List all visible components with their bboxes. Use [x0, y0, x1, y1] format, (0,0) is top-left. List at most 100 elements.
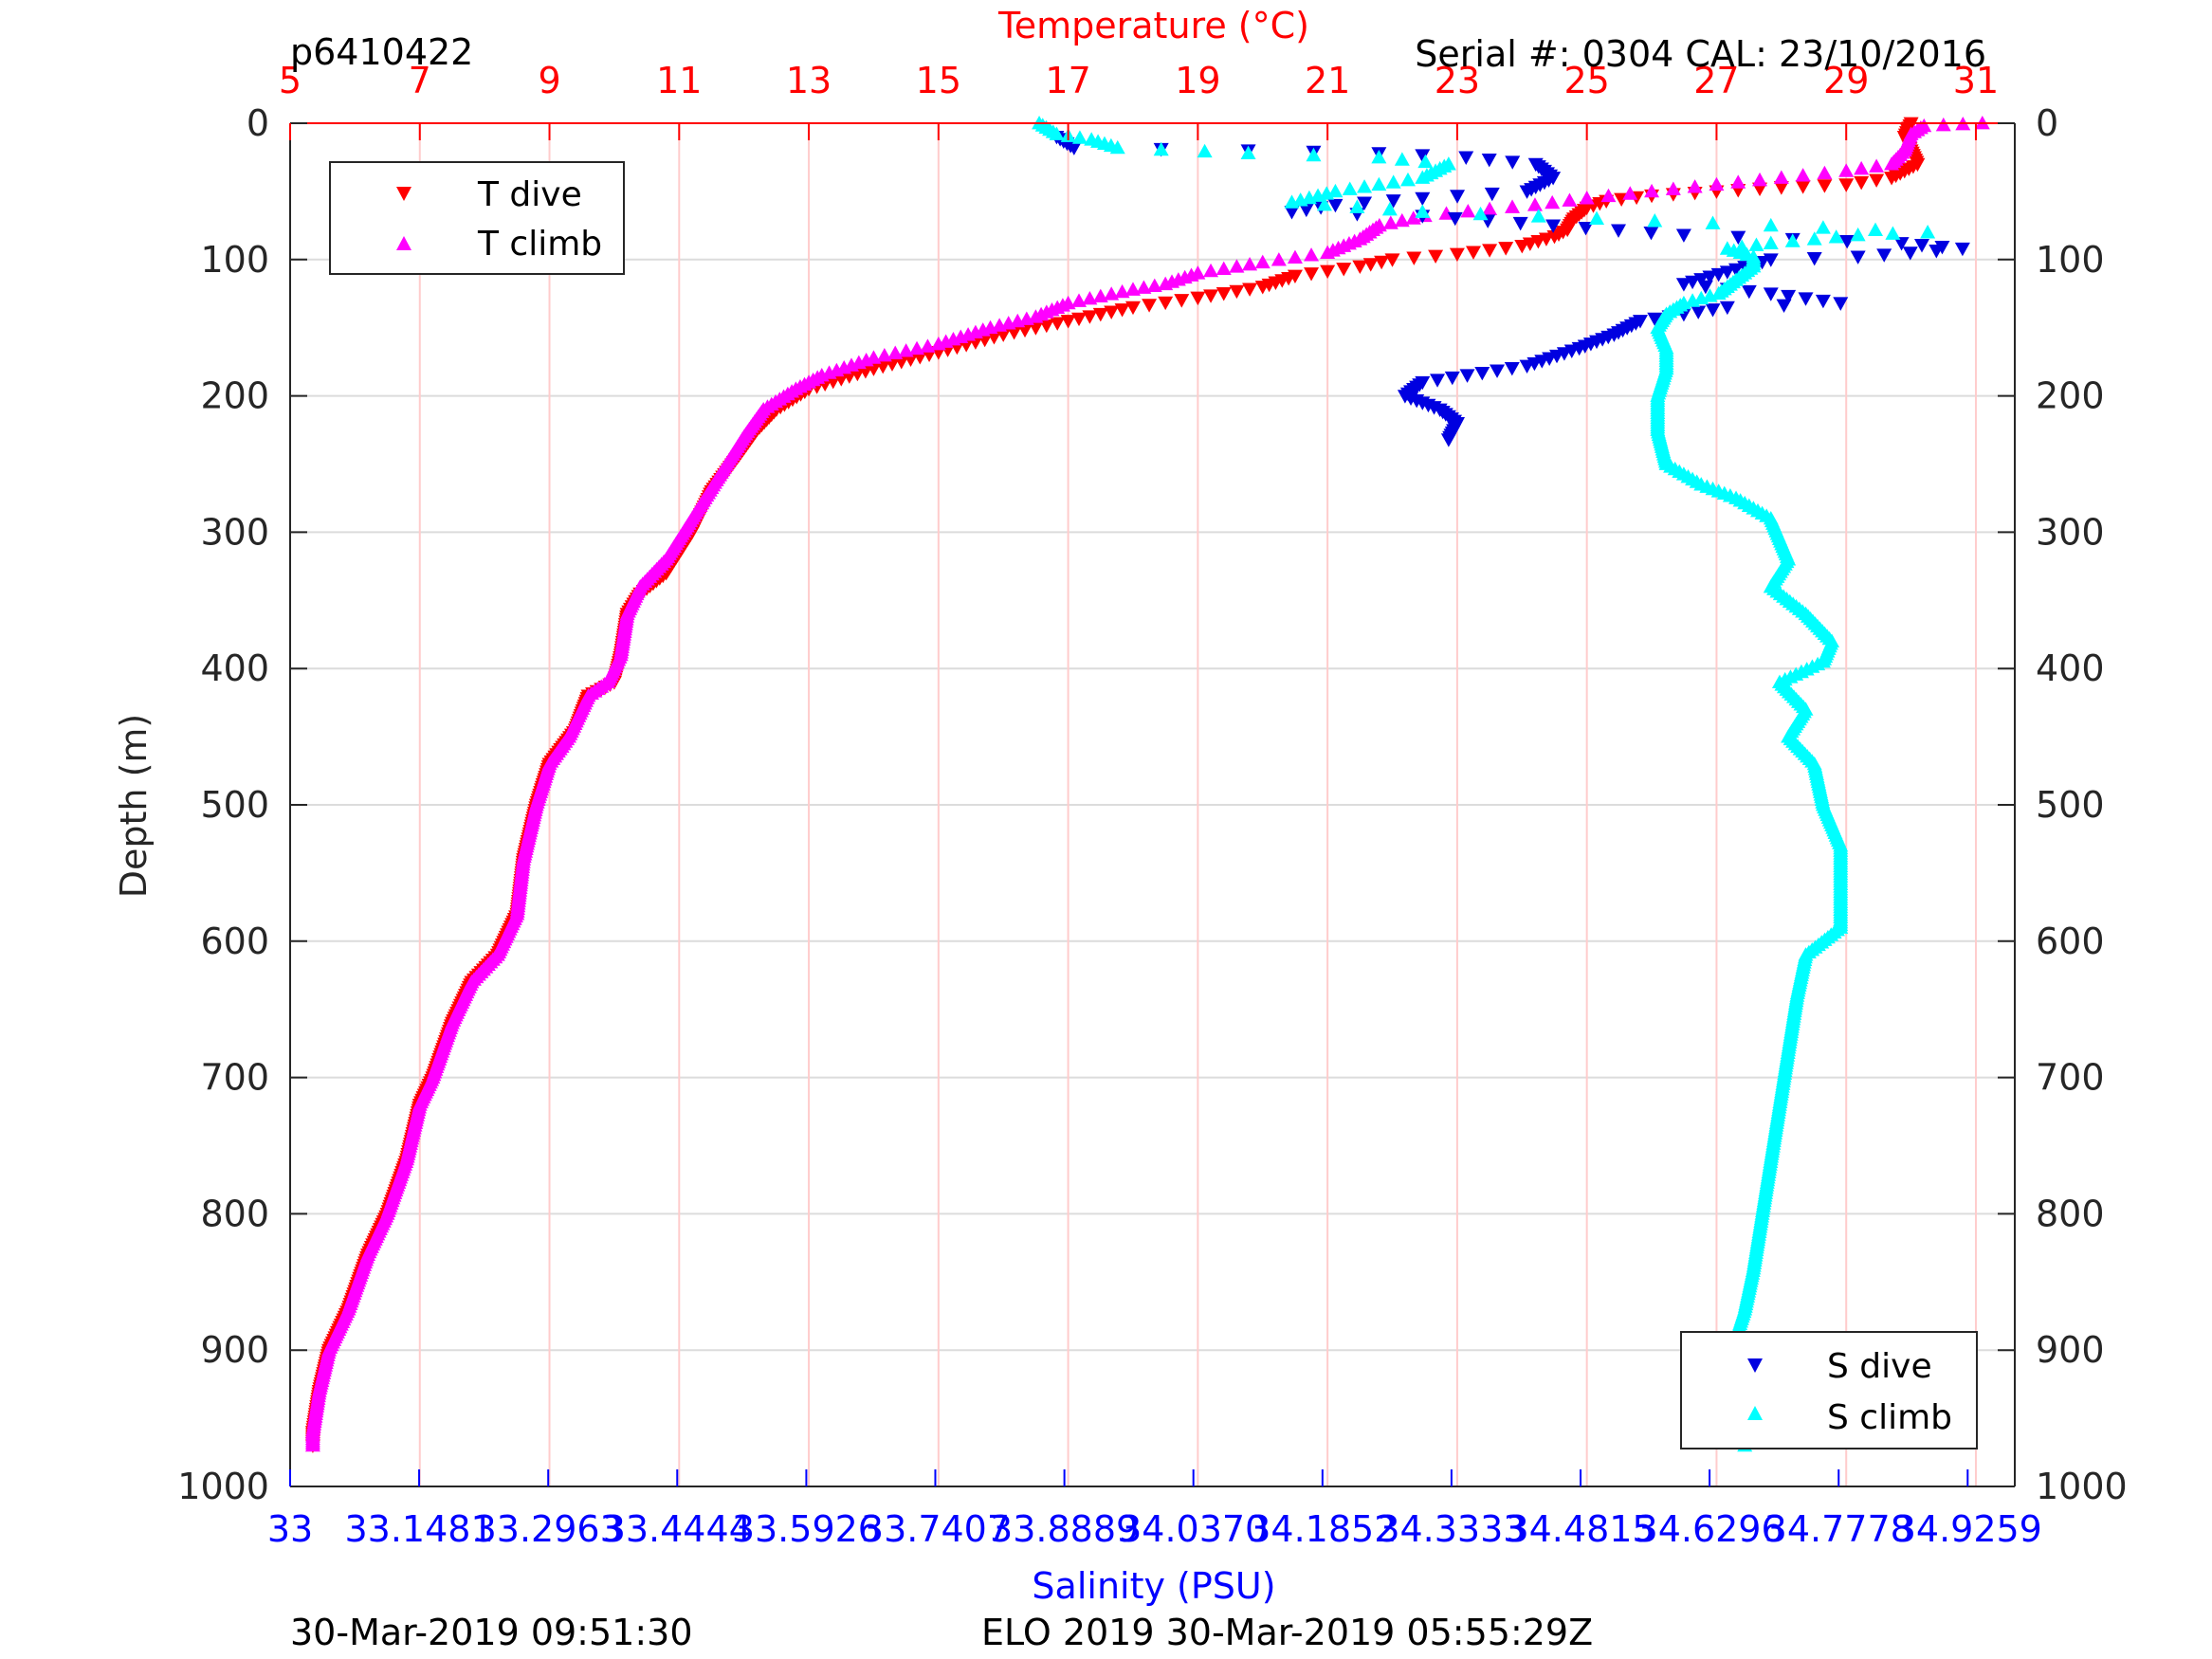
legend-t-dive-label: T dive	[477, 175, 582, 214]
data-point	[1440, 433, 1456, 447]
temp-tick-label: 15	[916, 60, 961, 101]
temp-tick-label: 7	[409, 60, 431, 101]
data-point	[1082, 291, 1098, 305]
data-point	[1691, 305, 1707, 319]
sal-tick-label: 34.1852	[1248, 1508, 1397, 1550]
depth-tick-label-left: 400	[200, 647, 269, 689]
data-point	[1490, 364, 1506, 378]
data-point	[1647, 213, 1663, 228]
data-point	[1610, 224, 1626, 238]
data-point	[1854, 160, 1870, 175]
legend-t-dive-marker	[396, 187, 411, 201]
data-point	[1444, 371, 1460, 386]
data-point	[1304, 247, 1320, 262]
data-point	[1381, 201, 1398, 216]
depth-tick-label-right: 700	[2036, 1057, 2105, 1099]
data-point	[1545, 194, 1561, 210]
data-point	[1352, 260, 1368, 274]
data-point	[1298, 203, 1314, 218]
data-point	[1460, 203, 1476, 218]
data-point	[1705, 215, 1721, 229]
salinity-axis-label: Salinity (PSU)	[1032, 1565, 1275, 1607]
sal-tick-label: 33.5926	[732, 1508, 881, 1550]
data-point	[1254, 281, 1271, 295]
data-point	[1526, 197, 1543, 211]
data-point	[1869, 158, 1885, 173]
data-point	[1203, 263, 1219, 278]
data-point	[1415, 204, 1431, 218]
data-point	[1579, 191, 1595, 205]
data-point	[1415, 191, 1431, 207]
data-point	[1773, 181, 1789, 195]
data-point	[1876, 248, 1892, 263]
data-point	[1050, 317, 1066, 331]
data-point	[1415, 149, 1431, 163]
data-point	[1342, 181, 1358, 195]
data-point	[1320, 245, 1336, 260]
data-point	[1465, 246, 1481, 260]
data-point	[1310, 188, 1326, 202]
data-point	[1838, 178, 1855, 192]
data-point	[1216, 261, 1232, 275]
sal-tick-label: 34.4815	[1506, 1508, 1654, 1550]
legend-s-climb-label: S climb	[1827, 1398, 1952, 1437]
data-point	[909, 340, 925, 356]
legend-salinity: S dive S climb	[1680, 1331, 1978, 1449]
sal-tick-label: 34.9259	[1893, 1508, 2042, 1550]
legend-temperature: T dive T climb	[329, 161, 625, 275]
data-point	[1519, 185, 1535, 199]
data-point	[304, 1437, 320, 1452]
data-point	[1850, 227, 1866, 242]
data-point	[1697, 280, 1713, 295]
data-point	[1271, 252, 1287, 266]
series-s-climb	[1032, 116, 1936, 1452]
data-point	[1600, 188, 1617, 203]
temp-tick-label: 11	[656, 60, 702, 101]
data-point	[1284, 194, 1300, 209]
data-point	[1394, 212, 1410, 228]
sal-tick-label: 33.4444	[603, 1508, 752, 1550]
data-point	[1828, 229, 1844, 244]
depth-tick-label-left: 100	[200, 239, 269, 281]
data-point	[1371, 149, 1387, 164]
data-point	[1430, 374, 1446, 388]
data-point	[1815, 294, 1831, 309]
data-point	[1589, 210, 1605, 226]
data-point	[1124, 282, 1141, 296]
depth-tick-label-left: 0	[247, 102, 269, 144]
data-point	[1216, 287, 1232, 301]
data-point	[1242, 256, 1258, 271]
data-point	[1006, 326, 1022, 340]
data-point	[930, 336, 946, 351]
data-point	[1914, 239, 1930, 253]
data-point	[1869, 173, 1885, 188]
data-point	[1000, 316, 1016, 330]
data-point	[1203, 289, 1219, 303]
sal-tick-label: 33.1481	[344, 1508, 493, 1550]
data-point	[1685, 293, 1701, 307]
footer-left-timestamp: 30-Mar-2019 09:51:30	[290, 1612, 693, 1653]
data-point	[1405, 210, 1421, 225]
depth-tick-label-right: 300	[2036, 511, 2105, 553]
legend-t-climb-label: T climb	[477, 225, 602, 264]
data-point	[1806, 251, 1822, 266]
data-point	[1374, 255, 1390, 270]
data-point	[1784, 233, 1801, 247]
data-point	[1730, 174, 1746, 189]
temp-tick-label: 23	[1435, 60, 1480, 101]
data-point	[1104, 305, 1120, 319]
data-point	[1850, 250, 1866, 264]
data-point	[1070, 293, 1087, 307]
depth-tick-label-left: 700	[200, 1057, 269, 1099]
data-point	[1104, 286, 1120, 301]
data-point	[1459, 369, 1475, 383]
data-point	[1174, 294, 1190, 308]
sal-tick-label: 34.7778	[1764, 1508, 1913, 1550]
data-point	[1795, 168, 1811, 182]
data-point	[1752, 172, 1768, 187]
data-point	[1071, 130, 1088, 144]
footer-right-caption: ELO 2019 30-Mar-2019 05:55:29Z	[981, 1612, 1593, 1653]
data-point	[1504, 362, 1520, 376]
depth-tick-label-right: 400	[2036, 647, 2105, 689]
